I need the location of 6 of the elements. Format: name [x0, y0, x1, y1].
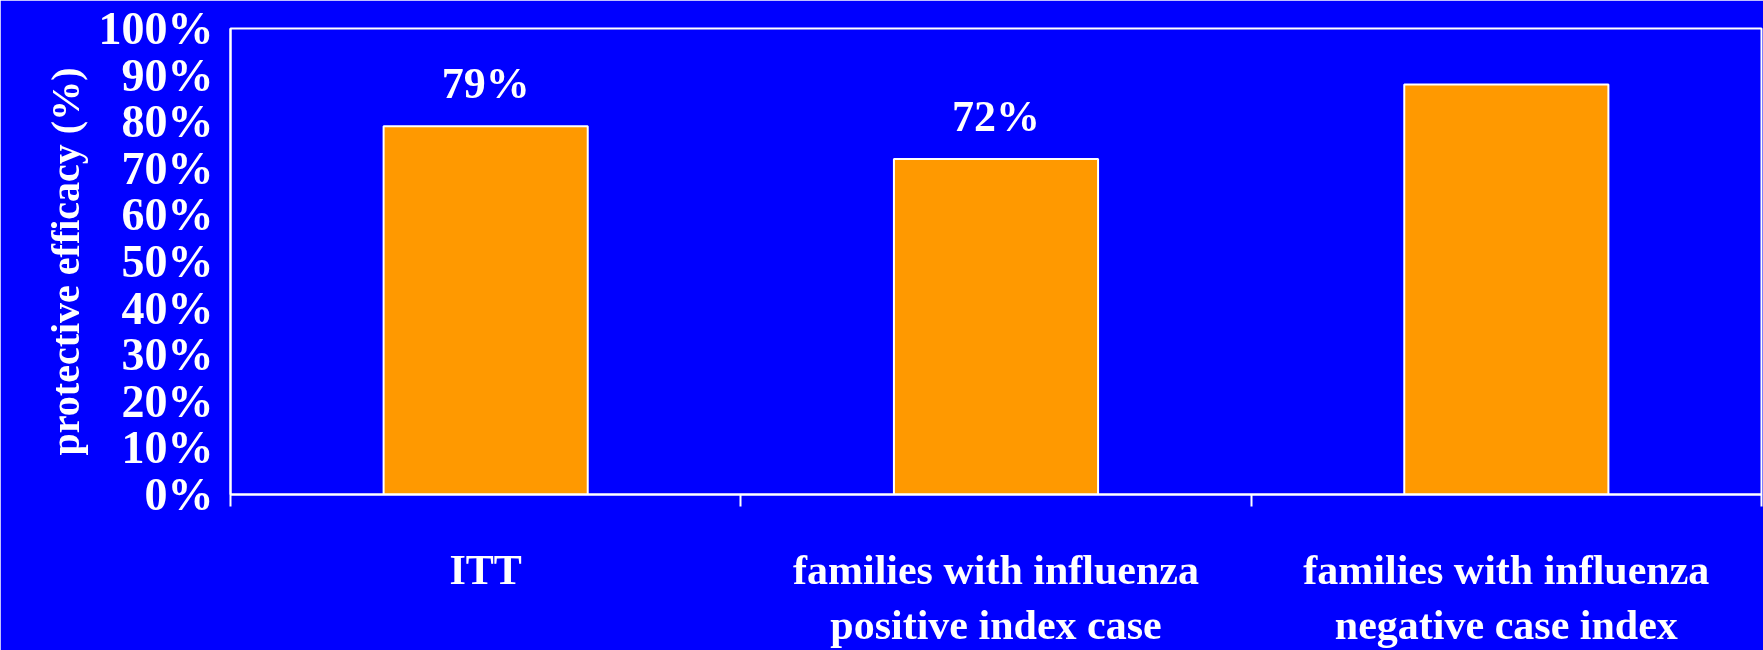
x-tick-label: families with influenza negative case index [1303, 546, 1710, 648]
data-label: 79% [441, 59, 530, 109]
x-tick-label: families with influenza positive index case [793, 546, 1199, 648]
y-axis-title: protective efficacy (%) [42, 67, 88, 456]
data-label: 72% [952, 91, 1040, 141]
x-tick-label: ITT [449, 546, 522, 593]
